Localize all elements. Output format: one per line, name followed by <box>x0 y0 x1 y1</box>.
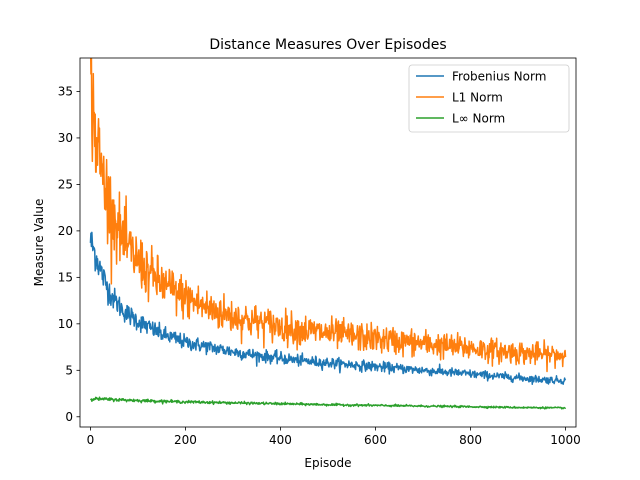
y-tick-label: 35 <box>58 84 73 98</box>
x-tick-label: 800 <box>459 433 482 447</box>
y-tick-label: 25 <box>58 177 73 191</box>
y-tick-label: 10 <box>58 317 73 331</box>
series-line-1 <box>89 58 567 373</box>
chart-title: Distance Measures Over Episodes <box>209 37 446 53</box>
x-tick-label: 600 <box>364 433 387 447</box>
x-axis-label: Episode <box>304 456 351 470</box>
series-line-0 <box>89 231 567 386</box>
y-tick-label: 15 <box>58 270 73 284</box>
y-tick-label: 30 <box>58 131 73 145</box>
series-line-2 <box>89 396 567 410</box>
series-layer <box>89 58 567 410</box>
y-tick-label: 0 <box>65 410 73 424</box>
y-axis-label: Measure Value <box>32 199 46 287</box>
x-tick-label: 0 <box>87 433 95 447</box>
x-tick-label: 200 <box>174 433 197 447</box>
plot-frame <box>79 57 577 428</box>
x-tick-label: 1000 <box>550 433 581 447</box>
legend: Frobenius Norm L1 Norm L∞ Norm <box>408 64 570 133</box>
x-axis: 0 200 400 600 800 1000 <box>87 427 581 447</box>
y-tick-label: 5 <box>65 363 73 377</box>
legend-label: L1 Norm <box>452 91 503 105</box>
x-tick-label: 400 <box>269 433 292 447</box>
legend-box <box>408 64 570 133</box>
y-tick-label: 20 <box>58 224 73 238</box>
y-axis: 0 5 10 15 20 25 30 35 <box>58 84 80 424</box>
legend-label: L∞ Norm <box>452 112 505 126</box>
legend-label: Frobenius Norm <box>452 70 546 84</box>
